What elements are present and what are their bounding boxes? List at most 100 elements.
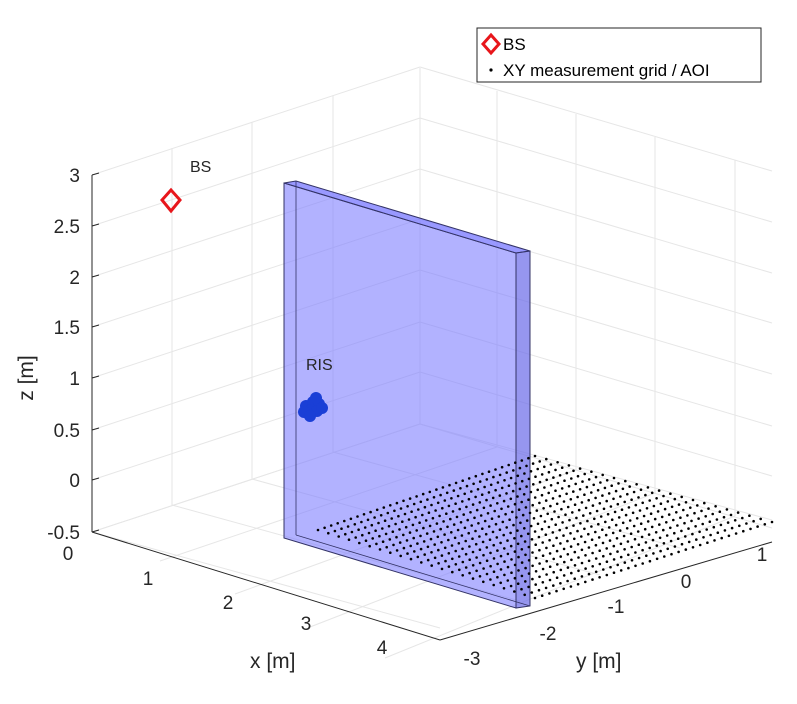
aoi-grid-point bbox=[494, 468, 497, 471]
aoi-grid-point bbox=[316, 528, 320, 532]
aoi-grid-point bbox=[544, 499, 548, 502]
aoi-grid-point bbox=[519, 521, 522, 525]
aoi-grid-point bbox=[598, 549, 601, 552]
aoi-grid-point bbox=[402, 499, 405, 503]
aoi-grid-point bbox=[543, 520, 547, 523]
aoi-grid-point bbox=[471, 550, 475, 554]
aoi-grid-point bbox=[523, 540, 527, 543]
aoi-grid-point bbox=[562, 587, 565, 591]
aoi-grid-point bbox=[584, 567, 587, 570]
aoi-grid-point bbox=[702, 536, 705, 539]
aoi-grid-point bbox=[554, 523, 557, 526]
aoi-grid-point bbox=[627, 506, 631, 509]
aoi-grid-point bbox=[669, 539, 673, 543]
aoi-grid-point bbox=[428, 524, 432, 528]
aoi-grid-point bbox=[580, 548, 584, 552]
aoi-grid-point bbox=[512, 523, 515, 527]
aoi-grid-point bbox=[447, 504, 451, 508]
aoi-grid-point bbox=[682, 508, 685, 512]
aoi-grid-point bbox=[552, 476, 555, 479]
aoi-grid-point bbox=[534, 583, 537, 586]
aoi-grid-point bbox=[517, 555, 520, 559]
aoi-grid-point bbox=[601, 528, 604, 531]
aoi-grid-point bbox=[693, 511, 696, 515]
aoi-grid-point bbox=[585, 485, 589, 489]
aoi-grid-point bbox=[662, 542, 666, 545]
aoi-grid-point bbox=[587, 546, 591, 549]
aoi-grid-point bbox=[414, 515, 417, 519]
aoi-grid-point bbox=[572, 469, 575, 473]
aoi-grid-point bbox=[725, 508, 729, 511]
x-tick-label: 4 bbox=[377, 638, 388, 659]
aoi-grid-point bbox=[500, 486, 504, 490]
aoi-grid-point bbox=[520, 561, 524, 564]
aoi-grid-point bbox=[583, 493, 586, 497]
aoi-grid-point bbox=[590, 491, 593, 494]
aoi-grid-point bbox=[627, 553, 630, 557]
aoi-grid-point bbox=[475, 556, 478, 559]
aoi-grid-point bbox=[580, 501, 584, 504]
x-tick-label: 2 bbox=[223, 593, 234, 614]
aoi-grid-point bbox=[591, 578, 594, 581]
aoi-grid-point bbox=[528, 511, 532, 515]
aoi-grid-point bbox=[706, 541, 709, 544]
x-tick-label: 3 bbox=[301, 614, 312, 635]
aoi-grid-point bbox=[723, 529, 727, 532]
aoi-grid-point bbox=[382, 506, 386, 509]
aoi-grid-point bbox=[439, 527, 443, 531]
aoi-grid-point bbox=[538, 575, 541, 579]
aoi-grid-point bbox=[487, 470, 491, 474]
bs-marker bbox=[160, 187, 182, 214]
aoi-grid-point bbox=[549, 484, 553, 487]
aoi-grid-point bbox=[518, 466, 522, 470]
aoi-grid-point bbox=[485, 478, 489, 481]
aoi-grid-point bbox=[385, 545, 389, 549]
aoi-grid-point bbox=[696, 504, 699, 507]
aoi-grid-point bbox=[719, 523, 723, 527]
aoi-grid-point bbox=[505, 492, 508, 495]
aoi-grid-point bbox=[634, 551, 637, 554]
aoi-grid-point bbox=[555, 549, 559, 553]
aoi-grid-point bbox=[412, 536, 416, 540]
aoi-grid-point bbox=[556, 563, 559, 566]
aoi-grid-point bbox=[651, 538, 655, 542]
aoi-grid-point bbox=[475, 569, 478, 573]
aoi-grid-point bbox=[336, 522, 340, 525]
aoi-grid-point bbox=[667, 513, 671, 516]
aoi-grid-point bbox=[499, 568, 503, 571]
aoi-grid-point bbox=[346, 525, 350, 528]
aoi-grid-point bbox=[591, 551, 594, 555]
aoi-grid-point bbox=[377, 521, 380, 525]
aoi-grid-point bbox=[655, 557, 659, 561]
aoi-grid-point bbox=[583, 472, 586, 476]
aoi-grid-point bbox=[742, 529, 745, 533]
aoi-grid-point bbox=[570, 558, 573, 562]
aoi-grid-point bbox=[573, 550, 577, 554]
aoi-grid-point bbox=[509, 476, 513, 480]
aoi-grid-point bbox=[459, 487, 462, 490]
aoi-grid-point bbox=[545, 457, 548, 461]
aoi-grid-point bbox=[509, 584, 513, 588]
aoi-grid-point bbox=[500, 507, 503, 511]
aoi-grid-point bbox=[648, 559, 652, 563]
aoi-grid-point bbox=[441, 506, 444, 510]
aoi-grid-point bbox=[507, 463, 511, 467]
aoi-grid-point bbox=[403, 512, 407, 516]
z-tick-label: -0.5 bbox=[47, 523, 80, 544]
aoi-grid-point bbox=[571, 511, 574, 514]
z-tick-label: 0 bbox=[69, 471, 80, 492]
aoi-grid-point bbox=[405, 539, 409, 542]
aoi-grid-point bbox=[573, 537, 576, 541]
aoi-grid-point bbox=[531, 462, 535, 465]
aoi-grid-point bbox=[527, 498, 530, 502]
aoi-grid-point bbox=[492, 583, 496, 587]
aoi-grid-point bbox=[520, 548, 524, 551]
aoi-grid-point bbox=[482, 506, 486, 510]
aoi-grid-point bbox=[566, 505, 570, 509]
aoi-grid-point bbox=[420, 561, 423, 564]
aoi-grid-point bbox=[612, 476, 616, 480]
aoi-grid-point bbox=[527, 585, 530, 589]
aoi-grid-point bbox=[532, 517, 536, 520]
aoi-grid-point bbox=[540, 594, 544, 597]
aoi-grid-point bbox=[558, 528, 561, 532]
